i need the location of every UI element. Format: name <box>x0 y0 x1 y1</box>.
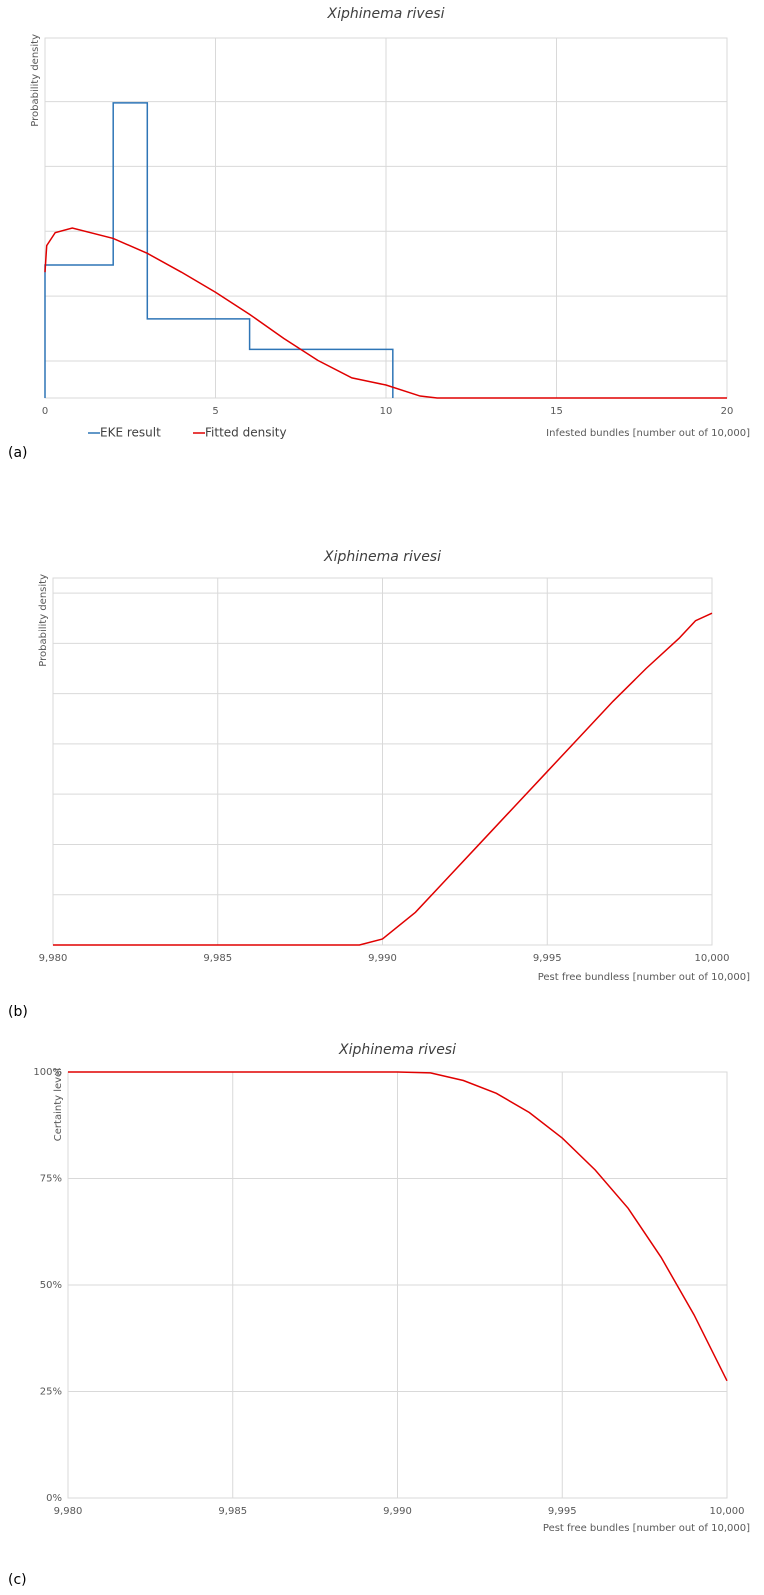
y-tick-label: 75% <box>40 1174 62 1185</box>
y-tick-label: 0% <box>46 1493 62 1504</box>
legend-label: EKE result <box>100 426 161 440</box>
x-tick-label: 10,000 <box>695 953 730 964</box>
x-tick-label: 10 <box>380 406 393 417</box>
line <box>44 227 727 399</box>
line <box>44 102 394 398</box>
legend-label: Fitted density <box>205 426 287 440</box>
x-tick-label: 9,990 <box>383 1506 412 1517</box>
x-tick-label: 9,980 <box>39 953 68 964</box>
chart-title: Xiphinema rivesi <box>323 549 441 565</box>
line <box>53 612 713 946</box>
y-axis-title: Probability density <box>38 574 49 667</box>
panel-label: (a) <box>8 445 28 461</box>
panel-label: (b) <box>8 1004 28 1020</box>
x-tick-label: 9,995 <box>548 1506 577 1517</box>
x-tick-label: 9,985 <box>203 953 232 964</box>
y-tick-label: 50% <box>40 1280 62 1291</box>
x-tick-label: 9,985 <box>218 1506 247 1517</box>
chart-title: Xiphinema rivesi <box>338 1042 456 1058</box>
x-axis-title: Pest free bundles [number out of 10,000] <box>543 1523 750 1534</box>
panel-label: (c) <box>8 1572 27 1588</box>
x-tick-label: 10,000 <box>710 1506 745 1517</box>
x-tick-label: 9,990 <box>368 953 397 964</box>
x-tick-label: 5 <box>212 406 218 417</box>
y-axis-title: Probability density <box>30 34 41 127</box>
x-axis-title: Pest free bundless [number out of 10,000… <box>538 972 750 983</box>
x-tick-label: 20 <box>721 406 734 417</box>
chart-title: Xiphinema rivesi <box>326 6 444 22</box>
y-tick-label: 25% <box>40 1387 62 1398</box>
line <box>68 1071 728 1382</box>
x-tick-label: 9,980 <box>54 1506 83 1517</box>
x-tick-label: 15 <box>550 406 563 417</box>
x-tick-label: 0 <box>42 406 48 417</box>
y-tick-label: 100% <box>33 1067 62 1078</box>
x-axis-title: Infested bundles [number out of 10,000] <box>546 428 750 439</box>
y-axis-title: Certainty level <box>53 1068 64 1141</box>
x-tick-label: 9,995 <box>533 953 562 964</box>
